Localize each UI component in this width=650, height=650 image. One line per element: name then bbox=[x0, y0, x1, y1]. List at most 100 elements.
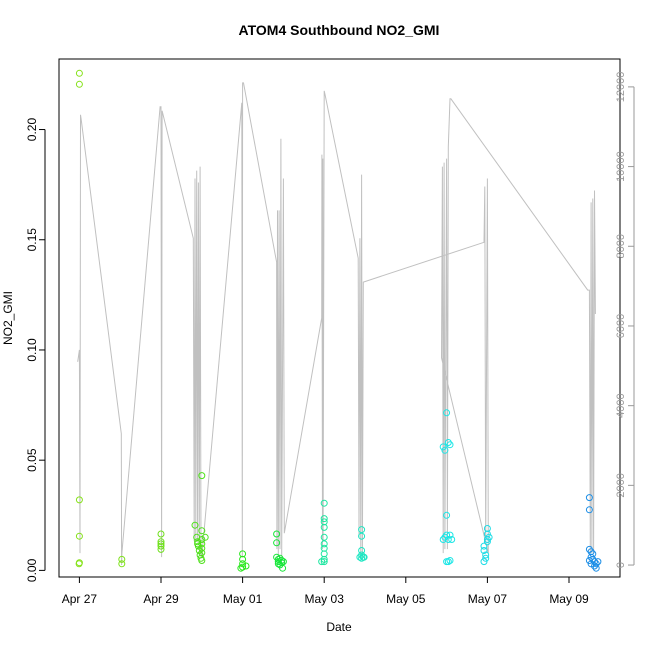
data-point-67 bbox=[446, 441, 454, 449]
y-axis-label: NO2_GMI bbox=[1, 291, 15, 345]
data-point-59 bbox=[358, 532, 366, 540]
data-point-5 bbox=[75, 559, 83, 567]
data-point-99 bbox=[592, 560, 600, 568]
left-tick-label-1: 0.05 bbox=[25, 448, 39, 472]
data-point-80 bbox=[446, 557, 454, 564]
data-point-50 bbox=[320, 523, 328, 531]
data-point-39 bbox=[274, 558, 282, 566]
data-point-77 bbox=[448, 536, 456, 543]
data-point-1 bbox=[75, 80, 83, 88]
right-tick-label-6: 12000 bbox=[615, 72, 627, 103]
right-tick-label-3: 6000 bbox=[615, 314, 627, 338]
bottom-tick-label-5: May 07 bbox=[468, 592, 508, 606]
data-point-57 bbox=[318, 558, 326, 566]
bottom-tick-label-6: May 09 bbox=[549, 592, 589, 606]
data-point-2 bbox=[75, 496, 83, 504]
data-point-85 bbox=[480, 542, 488, 550]
left-axis: 0.00 0.05 0.10 0.15 0.20 bbox=[25, 118, 46, 582]
data-point-76 bbox=[446, 531, 454, 539]
data-point-56 bbox=[320, 558, 328, 566]
data-point-7 bbox=[118, 560, 126, 568]
data-point-60 bbox=[358, 547, 366, 554]
right-tick-label-1: 2000 bbox=[615, 473, 627, 497]
bottom-tick-label-1: Apr 29 bbox=[143, 592, 179, 606]
data-point-101 bbox=[592, 564, 600, 572]
data-point-84 bbox=[483, 538, 491, 546]
bottom-tick-label-3: May 03 bbox=[305, 592, 345, 606]
data-point-65 bbox=[356, 553, 364, 561]
left-tick-label-0: 0.00 bbox=[25, 558, 39, 582]
bottom-axis: Apr 27 Apr 29 May 01 May 03 May 05 May 07 May … bbox=[62, 576, 589, 606]
data-point-3 bbox=[75, 532, 83, 540]
data-point-32 bbox=[239, 563, 247, 571]
data-point-51 bbox=[320, 533, 328, 541]
data-point-96 bbox=[587, 553, 595, 561]
data-point-47 bbox=[320, 499, 328, 507]
data-point-9 bbox=[157, 538, 165, 546]
data-point-0 bbox=[75, 69, 83, 77]
bottom-tick-label-0: Apr 27 bbox=[62, 592, 98, 606]
data-point-66 bbox=[443, 409, 451, 417]
data-point-104 bbox=[587, 560, 595, 568]
data-point-69 bbox=[441, 446, 449, 454]
data-point-30 bbox=[239, 555, 247, 563]
data-point-102 bbox=[585, 557, 593, 564]
data-point-70 bbox=[444, 439, 452, 446]
right-tick-label-0: 0 bbox=[615, 562, 627, 568]
altitude-line-layer bbox=[77, 82, 596, 566]
data-point-45 bbox=[279, 564, 287, 572]
data-point-92 bbox=[585, 506, 593, 514]
x-axis-label: Date bbox=[326, 620, 352, 634]
data-point-26 bbox=[198, 472, 206, 480]
data-point-35 bbox=[273, 530, 281, 538]
data-point-73 bbox=[439, 536, 447, 543]
right-tick-label-4: 8000 bbox=[615, 234, 627, 258]
altitude-line bbox=[77, 82, 596, 566]
data-point-79 bbox=[444, 558, 452, 566]
data-point-88 bbox=[482, 554, 490, 562]
data-point-8 bbox=[157, 530, 165, 538]
data-point-91 bbox=[585, 494, 593, 502]
data-point-10 bbox=[157, 542, 165, 550]
chart-title: ATOM4 Southbound NO2_GMI bbox=[239, 22, 440, 38]
plot-frame bbox=[58, 58, 621, 578]
data-point-86 bbox=[480, 547, 488, 554]
data-point-28 bbox=[194, 540, 202, 548]
data-point-83 bbox=[483, 536, 491, 543]
data-point-24 bbox=[198, 544, 206, 552]
left-tick-label-2: 0.10 bbox=[25, 338, 39, 362]
right-tick-label-5: 10000 bbox=[615, 151, 627, 182]
data-point-75 bbox=[444, 536, 452, 543]
data-point-27 bbox=[201, 533, 209, 541]
data-point-52 bbox=[320, 540, 328, 548]
data-point-6 bbox=[118, 555, 126, 563]
data-point-46 bbox=[279, 558, 287, 566]
data-point-21 bbox=[198, 527, 206, 535]
data-point-25 bbox=[198, 549, 206, 557]
data-point-103 bbox=[594, 558, 602, 566]
data-point-36 bbox=[273, 539, 281, 547]
right-axis: 0 2000 4000 6000 8000 10000 12000 bbox=[615, 72, 635, 568]
data-point-20 bbox=[198, 557, 206, 564]
data-point-23 bbox=[198, 540, 206, 548]
data-point-87 bbox=[482, 551, 490, 559]
data-point-13 bbox=[191, 521, 199, 529]
data-point-15 bbox=[194, 538, 202, 546]
bottom-tick-label-2: May 01 bbox=[223, 592, 263, 606]
data-point-90 bbox=[485, 533, 493, 541]
data-points-layer bbox=[75, 69, 602, 572]
data-point-48 bbox=[320, 515, 328, 523]
data-point-89 bbox=[480, 558, 488, 566]
right-tick-label-2: 4000 bbox=[615, 393, 627, 417]
data-point-64 bbox=[360, 553, 368, 561]
left-tick-label-4: 0.20 bbox=[25, 118, 39, 142]
data-point-12 bbox=[157, 540, 165, 548]
data-point-43 bbox=[278, 557, 286, 564]
data-point-71 bbox=[443, 511, 451, 519]
left-tick-label-3: 0.15 bbox=[25, 228, 39, 252]
data-point-68 bbox=[439, 443, 447, 451]
data-point-58 bbox=[358, 526, 366, 534]
data-point-37 bbox=[273, 553, 281, 561]
data-point-34 bbox=[242, 562, 250, 570]
